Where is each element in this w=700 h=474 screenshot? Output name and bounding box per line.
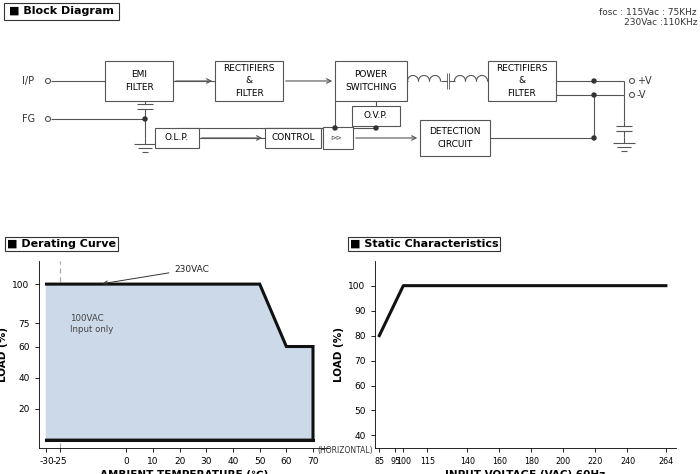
Text: I/P: I/P	[22, 76, 34, 86]
Circle shape	[333, 126, 337, 130]
Bar	[4, 3, 119, 20]
Text: CONTROL: CONTROL	[271, 134, 315, 143]
Bar	[265, 128, 321, 148]
X-axis label: INPUT VOLTAGE (VAC) 60Hz: INPUT VOLTAGE (VAC) 60Hz	[445, 470, 605, 474]
Circle shape	[143, 117, 147, 121]
Text: EMI
FILTER: EMI FILTER	[125, 70, 153, 92]
Bar	[215, 61, 283, 101]
Text: DETECTION
CIRCUIT: DETECTION CIRCUIT	[429, 127, 481, 149]
Text: ■ Derating Curve: ■ Derating Curve	[7, 239, 116, 249]
Bar	[352, 106, 400, 126]
Bar	[420, 120, 490, 156]
Circle shape	[592, 93, 596, 97]
Text: ⊳⊳: ⊳⊳	[330, 135, 342, 141]
Circle shape	[592, 79, 596, 83]
Text: +V: +V	[637, 76, 652, 86]
Text: 100VAC
Input only: 100VAC Input only	[71, 314, 114, 334]
Text: ■ Static Characteristics: ■ Static Characteristics	[350, 239, 498, 249]
Text: 230VAC: 230VAC	[104, 264, 209, 285]
Bar	[155, 128, 199, 148]
Text: ■ Block Diagram: ■ Block Diagram	[9, 7, 114, 17]
Bar	[335, 61, 407, 101]
Polygon shape	[46, 284, 313, 440]
Text: POWER
SWITCHING: POWER SWITCHING	[345, 70, 397, 92]
Bar	[105, 61, 173, 101]
Bar	[488, 61, 556, 101]
Text: fosc : 115Vac : 75KHz
       230Vac :110KHz: fosc : 115Vac : 75KHz 230Vac :110KHz	[599, 8, 697, 27]
Text: FG: FG	[22, 114, 35, 124]
Bar	[323, 127, 353, 149]
Circle shape	[592, 136, 596, 140]
Text: RECTIFIERS
&
FILTER: RECTIFIERS & FILTER	[223, 64, 274, 98]
Y-axis label: LOAD (%): LOAD (%)	[0, 327, 8, 382]
Circle shape	[374, 126, 378, 130]
Text: O.L.P.: O.L.P.	[165, 134, 189, 143]
Y-axis label: LOAD (%): LOAD (%)	[334, 327, 344, 382]
Text: -V: -V	[637, 90, 647, 100]
X-axis label: AMBIENT TEMPERATURE (℃): AMBIENT TEMPERATURE (℃)	[99, 470, 268, 474]
Text: RECTIFIERS
&
FILTER: RECTIFIERS & FILTER	[496, 64, 547, 98]
Text: (HORIZONTAL): (HORIZONTAL)	[317, 446, 372, 455]
Text: O.V.P.: O.V.P.	[364, 111, 388, 120]
